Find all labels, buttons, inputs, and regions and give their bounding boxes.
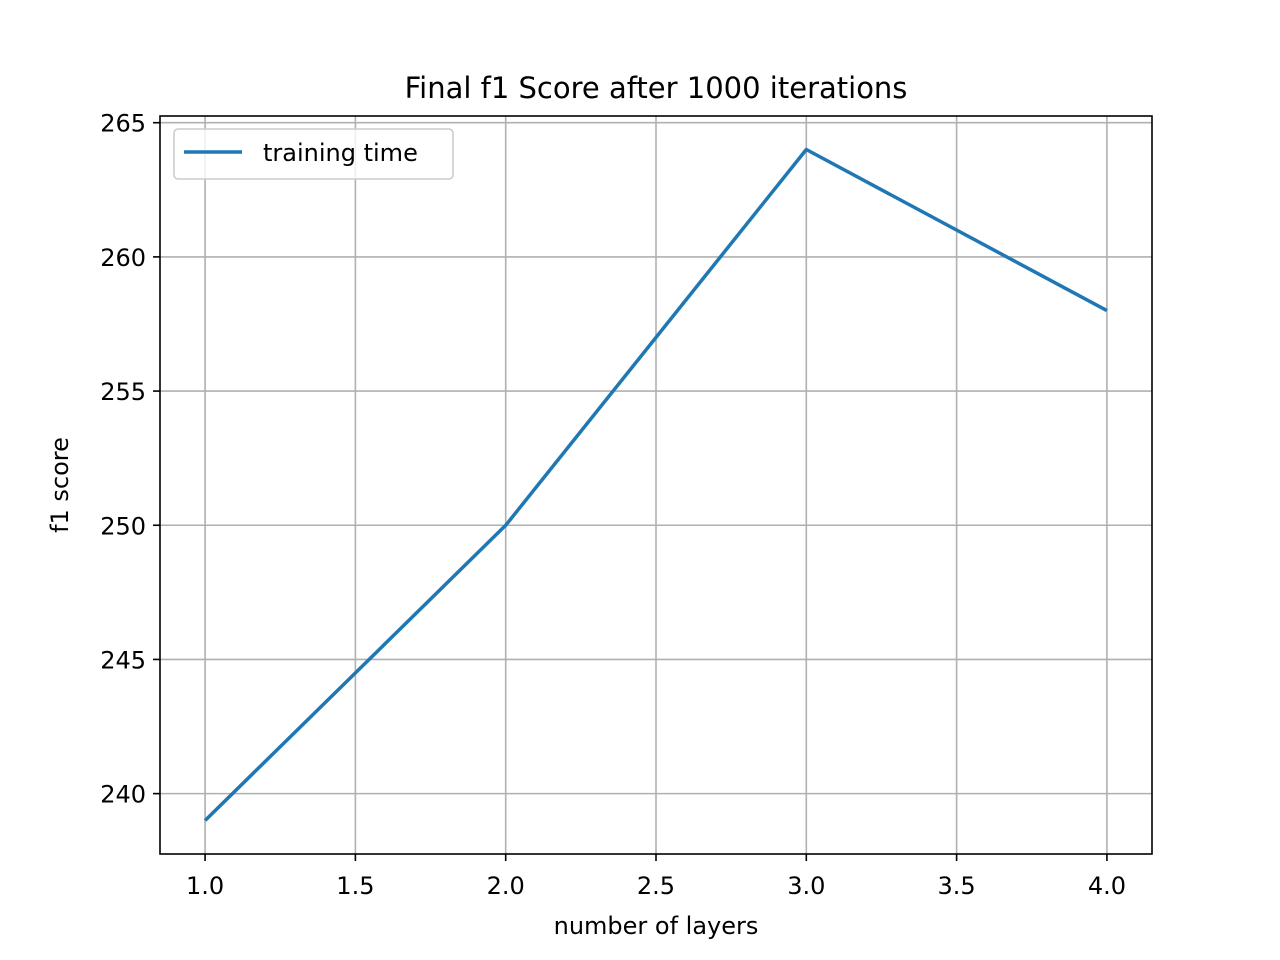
series-lines bbox=[203, 147, 1108, 822]
chart-title: Final f1 Score after 1000 iterations bbox=[405, 71, 908, 105]
legend-label: training time bbox=[263, 139, 418, 167]
x-tick-label: 3.0 bbox=[787, 872, 825, 900]
x-tick-label: 4.0 bbox=[1088, 872, 1126, 900]
y-tick-label: 255 bbox=[100, 378, 146, 406]
y-tick-label: 260 bbox=[100, 244, 146, 272]
y-tick-label: 265 bbox=[100, 110, 146, 138]
y-tick-label: 250 bbox=[100, 512, 146, 540]
x-axis-title: number of layers bbox=[554, 912, 759, 940]
x-axis-ticks: 1.0 1.5 2.0 2.5 3.0 3.5 4.0 bbox=[186, 854, 1126, 900]
y-tick-label: 245 bbox=[100, 646, 146, 674]
x-tick-label: 1.0 bbox=[186, 872, 224, 900]
grid-lines bbox=[160, 116, 1152, 854]
x-tick-label: 2.0 bbox=[487, 872, 525, 900]
x-tick-label: 3.5 bbox=[938, 872, 976, 900]
x-tick-label: 1.5 bbox=[336, 872, 374, 900]
series-line bbox=[203, 147, 1108, 822]
legend-box bbox=[173, 128, 454, 180]
x-tick-label: 2.5 bbox=[637, 872, 675, 900]
legend: training time bbox=[173, 128, 454, 180]
y-axis-title: f1 score bbox=[46, 437, 74, 533]
y-axis-ticks: 240 245 250 255 260 265 bbox=[100, 110, 160, 809]
y-tick-label: 240 bbox=[100, 781, 146, 809]
